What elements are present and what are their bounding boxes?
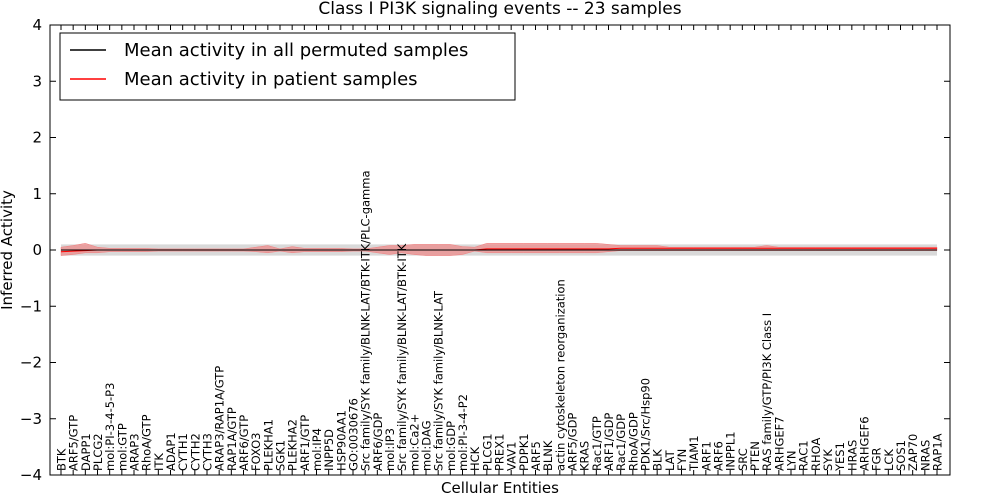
x-tick-label: mol:GDP bbox=[444, 421, 458, 471]
x-tick-label: PREX1 bbox=[493, 434, 507, 471]
x-tick-label: BTK bbox=[55, 448, 69, 471]
x-tick-label: BLK bbox=[651, 449, 665, 471]
y-tick-label: 1 bbox=[32, 185, 42, 203]
x-tick-label: ARF5/GDP bbox=[566, 413, 580, 471]
x-tick-label: TIAM1 bbox=[687, 435, 701, 472]
x-tick-label: Rac1/GTP bbox=[590, 416, 604, 471]
x-tick-label: PTEN bbox=[748, 441, 762, 471]
x-tick-label: LCK bbox=[882, 449, 896, 471]
x-tick-label: ARF6/GDP bbox=[371, 413, 385, 471]
x-tick-label: FOXO3 bbox=[249, 433, 263, 471]
x-tick-label: SRC bbox=[736, 448, 750, 471]
x-tick-label: actin cytoskeleton reorganization bbox=[553, 279, 567, 471]
x-tick-label: PLEKHA1 bbox=[261, 419, 275, 471]
x-tick-label: mol:IP3 bbox=[383, 428, 397, 471]
x-tick-label: ARAP3/RAP1A/GTP bbox=[213, 366, 227, 471]
chart-title: Class I PI3K signaling events -- 23 samp… bbox=[318, 0, 681, 19]
x-tick-label: RhoA/GTP bbox=[140, 414, 154, 471]
x-tick-label: ARF5/GTP bbox=[67, 415, 81, 471]
y-axis-label: Inferred Activity bbox=[0, 190, 16, 310]
legend-label-permuted: Mean activity in all permuted samples bbox=[124, 40, 468, 61]
x-tick-label: KRAS bbox=[578, 441, 592, 471]
x-tick-label: ZAP70 bbox=[906, 434, 920, 471]
y-tick-label: 2 bbox=[32, 129, 42, 147]
band-patient bbox=[60, 243, 938, 256]
x-tick-label: ARAP3 bbox=[128, 433, 142, 471]
x-tick-label: CYTH2 bbox=[188, 433, 202, 471]
x-tick-label: HRAS bbox=[845, 440, 859, 471]
x-tick-label: LYN bbox=[785, 450, 799, 471]
x-tick-label: FYN bbox=[675, 449, 689, 471]
x-tick-label: LAT bbox=[663, 449, 677, 471]
y-tick-label: 0 bbox=[32, 241, 42, 259]
x-tick-label: HSP90AA1 bbox=[334, 410, 348, 471]
x-tick-label: INPPL1 bbox=[724, 431, 738, 471]
x-tick-label: mol:DAG bbox=[420, 420, 434, 471]
x-tick-label: INPP5D bbox=[322, 429, 336, 471]
x-tick-label: ARF1/GDP bbox=[602, 413, 616, 471]
y-tick-label: −4 bbox=[20, 466, 42, 484]
x-tick-label: mol:GTP bbox=[115, 423, 129, 471]
x-tick-label: HCK bbox=[468, 446, 482, 471]
x-tick-label: mol:PI-3-4-5-P3 bbox=[103, 383, 117, 471]
x-tick-label: Src family/SYK family/BLNK-LAT bbox=[432, 290, 446, 471]
x-tick-label: SOS1 bbox=[894, 440, 908, 471]
y-tick-label: 4 bbox=[32, 16, 42, 34]
x-axis-label: Cellular Entities bbox=[441, 479, 559, 497]
x-tick-label: SYK bbox=[821, 449, 835, 471]
y-tick-label: 3 bbox=[32, 72, 42, 90]
x-tick-label: GO:0030676 bbox=[347, 398, 361, 471]
x-tick-label: Src family/SYK family/BLNK-LAT/BTK-ITK/P… bbox=[359, 171, 373, 472]
y-tick-label: −3 bbox=[20, 410, 42, 428]
legend: Mean activity in all permuted samples Me… bbox=[59, 32, 516, 101]
x-tick-label: mol:Ca2+ bbox=[407, 414, 421, 471]
x-tick-label: RhoA/GDP bbox=[626, 412, 640, 471]
x-tick-label: ARHGEF7 bbox=[772, 416, 786, 471]
x-tick-label: PDK1/Src/Hsp90 bbox=[639, 378, 653, 471]
x-tick-label: VAV1 bbox=[505, 442, 519, 471]
x-tick-label: mol:PI-3-4-P2 bbox=[456, 394, 470, 471]
x-tick-label: ARF6/GTP bbox=[237, 415, 251, 471]
x-tick-label: FGR bbox=[870, 447, 884, 471]
x-tick-label: ARF6 bbox=[712, 441, 726, 471]
x-tick-label: PLCG2 bbox=[91, 433, 105, 471]
x-tick-label: PLEKHA2 bbox=[286, 419, 300, 471]
x-tick-label: ADAP1 bbox=[164, 432, 178, 471]
x-tick-label: NRAS bbox=[918, 440, 932, 471]
x-tick-label: CYTH3 bbox=[201, 433, 215, 471]
legend-label-patient: Mean activity in patient samples bbox=[124, 69, 418, 90]
y-tick-label: −2 bbox=[20, 354, 42, 372]
x-tick-label: RAC1 bbox=[797, 440, 811, 471]
x-tick-label: ARF1/GTP bbox=[298, 415, 312, 471]
x-tick-label: ARHGEF6 bbox=[858, 416, 872, 471]
x-tick-label: Rac1/GDP bbox=[614, 414, 628, 471]
x-tick-label: ITK bbox=[152, 453, 166, 471]
x-tick-label: DAPP1 bbox=[79, 433, 93, 471]
x-tick-label: BLNK bbox=[541, 440, 555, 471]
x-tick-label: ARF5 bbox=[529, 441, 543, 471]
x-tick-label: mol:IP4 bbox=[310, 428, 324, 471]
x-tick-label: SGK1 bbox=[274, 440, 288, 471]
x-tick-label: RAP1A bbox=[931, 433, 945, 471]
x-tick-label: PDPK1 bbox=[517, 433, 531, 471]
x-tick-label: RHOA bbox=[809, 438, 823, 471]
y-tick-label: −1 bbox=[20, 297, 42, 315]
x-tick-label: CYTH1 bbox=[176, 433, 190, 471]
x-tick-label: ARF1 bbox=[699, 441, 713, 471]
x-tick-label: Src family/SYK family/BLNK-LAT/BTK-ITK bbox=[395, 243, 409, 471]
x-tick-label: PLCG1 bbox=[480, 433, 494, 471]
x-tick-label: RAS family/GTP/PI3K Class I bbox=[760, 313, 774, 471]
x-tick-label: RAP1A/GTP bbox=[225, 407, 239, 471]
x-tick-label: YES1 bbox=[833, 442, 847, 472]
legend-box bbox=[59, 32, 516, 101]
